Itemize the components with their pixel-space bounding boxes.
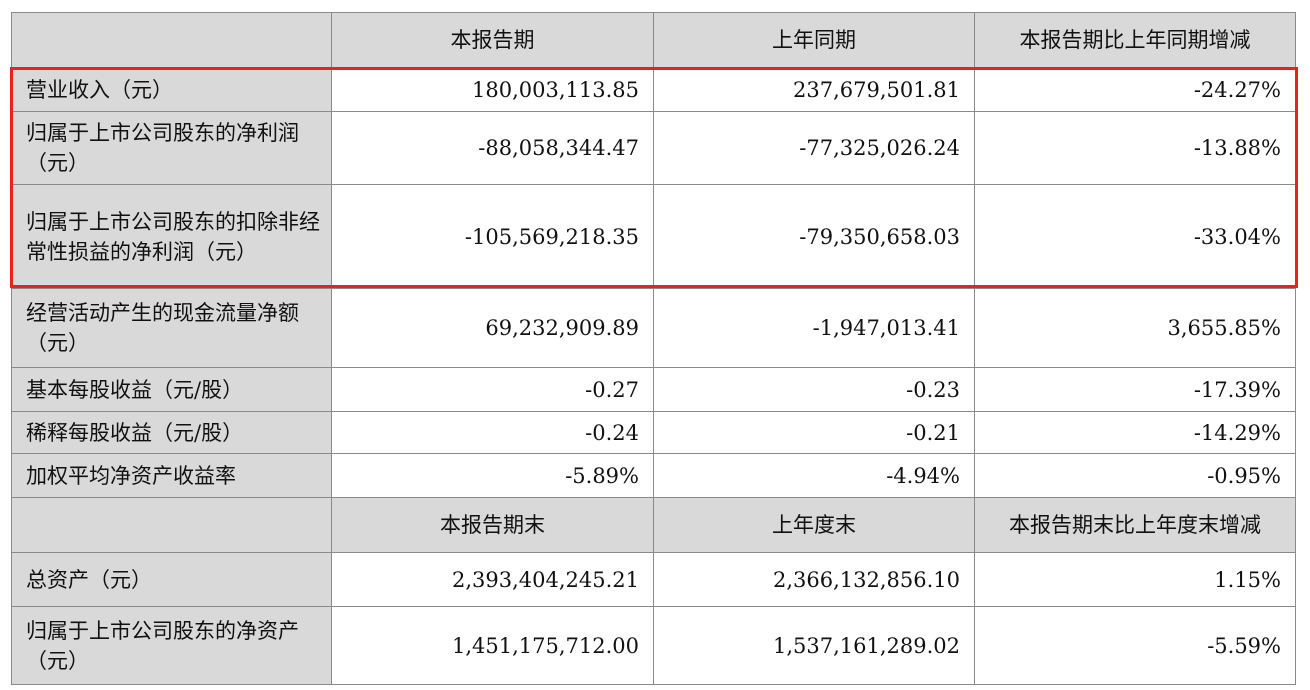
value-prior: -1,947,013.41: [653, 288, 975, 368]
value-prior: -4.94%: [653, 453, 975, 498]
table-row: 经营活动产生的现金流量净额（元） 69,232,909.89 -1,947,01…: [11, 288, 1296, 368]
header-prior-period: 上年同期: [653, 12, 975, 68]
table-row: 归属于上市公司股东的净资产（元） 1,451,175,712.00 1,537,…: [11, 606, 1296, 685]
header-period-change: 本报告期比上年同期增减: [974, 12, 1296, 68]
header-row-period: 本报告期 上年同期 本报告期比上年同期增减: [11, 12, 1296, 68]
table-row: 稀释每股收益（元/股） -0.24 -0.21 -14.29%: [11, 411, 1296, 454]
financial-table-container: 本报告期 上年同期 本报告期比上年同期增减 营业收入（元） 180,003,11…: [11, 12, 1296, 685]
value-change: -5.59%: [974, 606, 1296, 685]
value-change: -14.29%: [974, 411, 1296, 454]
value-current: -0.24: [331, 411, 654, 454]
value-prior: -77,325,026.24: [653, 111, 975, 185]
value-change: -17.39%: [974, 367, 1296, 412]
value-change: -33.04%: [974, 184, 1296, 289]
header-blank-cell: [11, 12, 332, 68]
row-label: 营业收入（元）: [11, 67, 332, 112]
financial-summary-table: 本报告期 上年同期 本报告期比上年同期增减 营业收入（元） 180,003,11…: [11, 12, 1296, 685]
row-label: 加权平均净资产收益率: [11, 453, 332, 498]
row-label: 归属于上市公司股东的净利润（元）: [11, 111, 332, 185]
value-current: -5.89%: [331, 453, 654, 498]
value-current: -0.27: [331, 367, 654, 412]
value-prior: 2,366,132,856.10: [653, 552, 975, 607]
value-prior: 237,679,501.81: [653, 67, 975, 112]
header-current-period-end: 本报告期末: [331, 497, 654, 553]
value-change: -24.27%: [974, 67, 1296, 112]
value-prior: -0.23: [653, 367, 975, 412]
row-label: 经营活动产生的现金流量净额（元）: [11, 288, 332, 368]
row-label: 归属于上市公司股东的扣除非经常性损益的净利润（元）: [11, 184, 332, 289]
row-label: 总资产（元）: [11, 552, 332, 607]
value-current: -105,569,218.35: [331, 184, 654, 289]
value-current: 180,003,113.85: [331, 67, 654, 112]
value-prior: 1,537,161,289.02: [653, 606, 975, 685]
header-period-end-change: 本报告期末比上年度末增减: [974, 497, 1296, 553]
value-change: -13.88%: [974, 111, 1296, 185]
table-row: 加权平均净资产收益率 -5.89% -4.94% -0.95%: [11, 453, 1296, 498]
header-row-period-end: 本报告期末 上年度末 本报告期末比上年度末增减: [11, 497, 1296, 553]
value-prior: -79,350,658.03: [653, 184, 975, 289]
header-prior-year-end: 上年度末: [653, 497, 975, 553]
row-label: 基本每股收益（元/股）: [11, 367, 332, 412]
value-current: -88,058,344.47: [331, 111, 654, 185]
row-label: 稀释每股收益（元/股）: [11, 411, 332, 454]
value-change: 3,655.85%: [974, 288, 1296, 368]
value-current: 2,393,404,245.21: [331, 552, 654, 607]
value-current: 69,232,909.89: [331, 288, 654, 368]
table-row: 总资产（元） 2,393,404,245.21 2,366,132,856.10…: [11, 552, 1296, 607]
value-change: 1.15%: [974, 552, 1296, 607]
value-change: -0.95%: [974, 453, 1296, 498]
table-row: 营业收入（元） 180,003,113.85 237,679,501.81 -2…: [11, 67, 1296, 112]
table-row: 归属于上市公司股东的扣除非经常性损益的净利润（元） -105,569,218.3…: [11, 184, 1296, 289]
table-row: 基本每股收益（元/股） -0.27 -0.23 -17.39%: [11, 367, 1296, 412]
row-label: 归属于上市公司股东的净资产（元）: [11, 606, 332, 685]
value-current: 1,451,175,712.00: [331, 606, 654, 685]
header-blank-cell: [11, 497, 332, 553]
header-current-period: 本报告期: [331, 12, 654, 68]
table-row: 归属于上市公司股东的净利润（元） -88,058,344.47 -77,325,…: [11, 111, 1296, 185]
value-prior: -0.21: [653, 411, 975, 454]
